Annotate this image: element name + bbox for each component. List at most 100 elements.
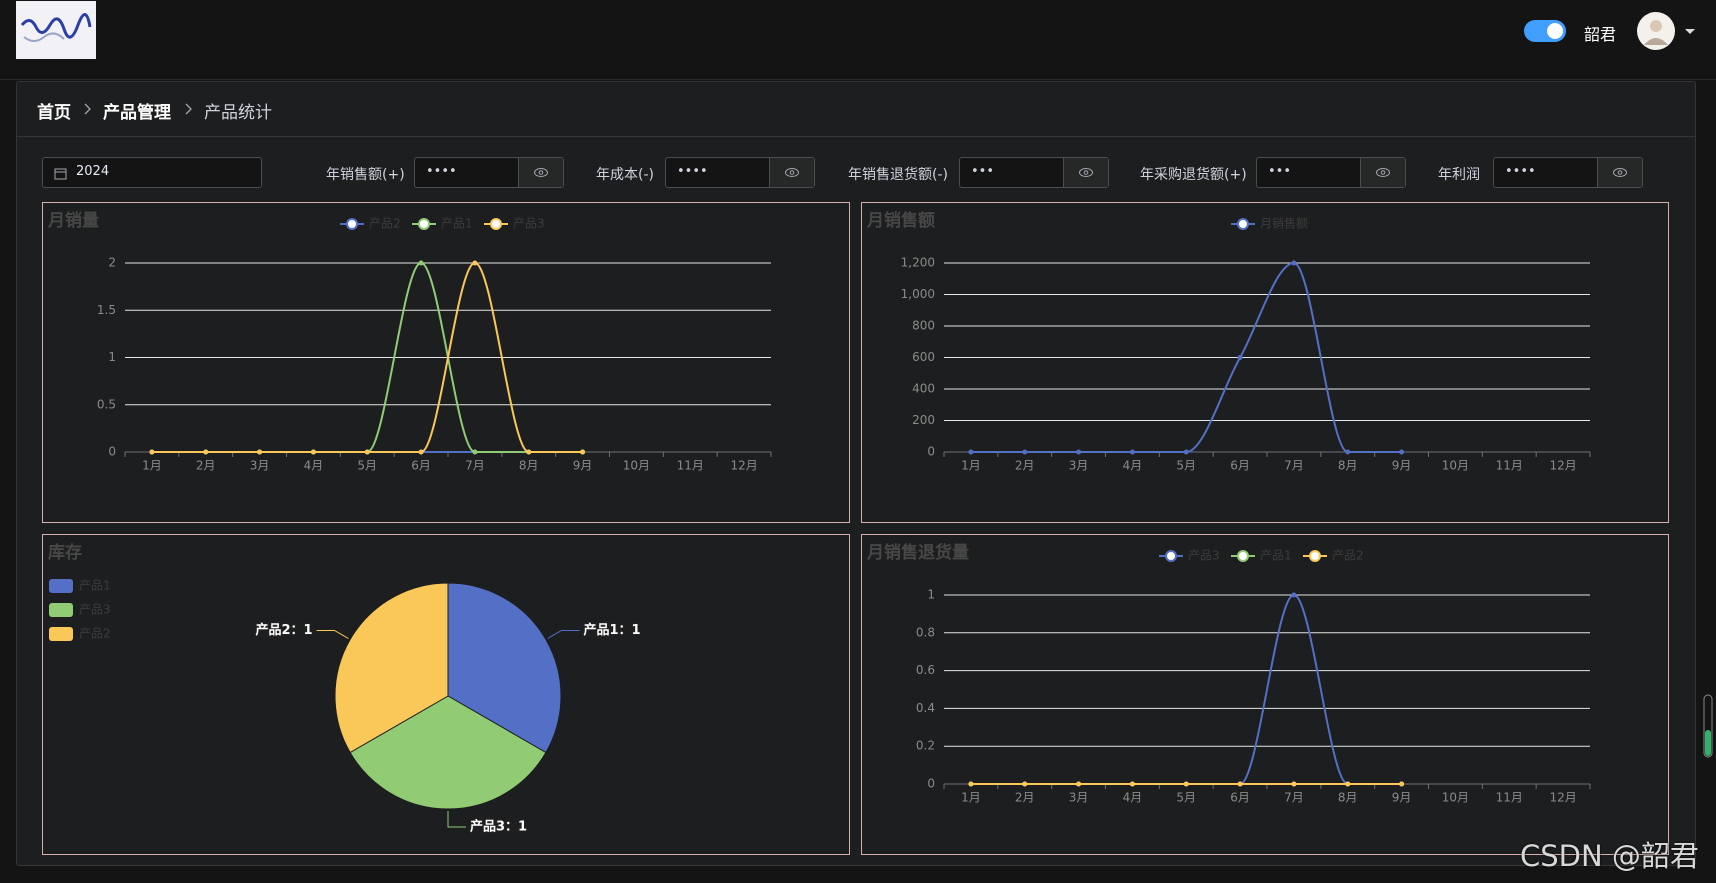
legend-label: 产品3: [79, 603, 111, 617]
password-value: ••••: [426, 164, 457, 179]
content-panel: [16, 81, 1696, 866]
legend-symbol: [49, 579, 73, 593]
data-point: [1076, 781, 1082, 787]
field-label: 年利润: [1438, 167, 1480, 183]
data-point: [1399, 781, 1405, 787]
breadcrumb-item[interactable]: 产品管理: [103, 103, 171, 123]
x-tick-label: 8月: [1338, 791, 1358, 805]
toggle-visibility[interactable]: [1063, 158, 1108, 187]
data-point: [203, 449, 209, 455]
data-point: [1237, 781, 1243, 787]
data-point: [257, 449, 263, 455]
label-line: [316, 630, 349, 639]
password-input[interactable]: ••••: [414, 157, 564, 188]
x-tick-label: 12月: [730, 459, 757, 473]
chart-title: 月销量: [47, 210, 99, 231]
y-tick-label: 0.4: [916, 701, 935, 715]
x-tick-label: 1月: [142, 459, 162, 473]
x-tick-label: 4月: [1123, 459, 1143, 473]
password-value: ••••: [1505, 164, 1536, 179]
data-point: [1237, 355, 1243, 360]
password-input[interactable]: ••••: [1493, 157, 1643, 188]
password-input[interactable]: •••: [959, 157, 1109, 188]
password-value: ••••: [677, 164, 708, 179]
toggle-visibility[interactable]: [1360, 158, 1405, 187]
y-tick-label: 400: [912, 382, 935, 396]
logo[interactable]: [16, 1, 96, 59]
x-tick-label: 11月: [677, 459, 704, 473]
x-tick-label: 11月: [1496, 791, 1523, 805]
x-tick-label: 9月: [1392, 459, 1412, 473]
field-label: 年销售额(+): [326, 167, 405, 183]
data-point: [968, 781, 974, 787]
breadcrumb-separator: [84, 103, 91, 115]
y-tick-label: 0: [927, 777, 935, 791]
data-point: [1022, 449, 1028, 455]
chart-panel: 月销售退货量 0 0.2 0.4 0.6 0.8 1 1月 2月 3月 4月 5月 6月 7月 8月 9月 10…: [861, 534, 1669, 855]
y-tick-label: 0: [927, 445, 935, 459]
theme-switch[interactable]: [1524, 20, 1566, 42]
legend-label: 月销售额: [1260, 216, 1308, 231]
password-input[interactable]: •••: [1256, 157, 1406, 188]
legend-label: 产品3: [513, 217, 545, 231]
eye-icon: [1079, 168, 1093, 177]
y-tick-label: 800: [912, 319, 935, 333]
data-point: [364, 449, 370, 455]
series-line: [970, 261, 1402, 453]
user-name[interactable]: 韶君: [1584, 25, 1617, 44]
data-point: [1076, 449, 1082, 455]
y-tick-label: 0: [108, 445, 116, 459]
y-tick-label: 1: [927, 588, 935, 602]
y-tick-label: 200: [912, 413, 935, 427]
password-input[interactable]: ••••: [665, 157, 815, 188]
chart-panel: 月销售额 0 200 400 600 800 1,000 1,200 1月 2月 3月 4月 5月 6月 7…: [861, 202, 1669, 523]
x-tick-label: 3月: [1069, 459, 1089, 473]
year-picker[interactable]: 2024: [42, 157, 262, 188]
x-tick-label: 1月: [961, 791, 981, 805]
breadcrumb-separator: [185, 103, 192, 115]
toggle-visibility[interactable]: [769, 158, 814, 187]
x-tick-label: 10月: [1442, 459, 1469, 473]
toggle-visibility[interactable]: [518, 158, 563, 187]
x-tick-label: 5月: [357, 459, 377, 473]
legend-symbol: [490, 218, 502, 230]
x-tick-label: 5月: [1176, 459, 1196, 473]
data-point: [1345, 449, 1351, 455]
data-point: [418, 449, 424, 455]
avatar-menu[interactable]: [1636, 11, 1700, 53]
legend-symbol: [49, 627, 73, 641]
x-tick-label: 9月: [573, 459, 593, 473]
x-tick-label: 4月: [1123, 791, 1143, 805]
scrollbar[interactable]: [1703, 694, 1713, 758]
data-point: [418, 260, 424, 266]
y-tick-label: 1,000: [901, 287, 935, 301]
data-point: [472, 260, 478, 266]
x-tick-label: 8月: [519, 459, 539, 473]
x-tick-label: 12月: [1549, 791, 1576, 805]
breadcrumb-item[interactable]: 首页: [37, 103, 71, 123]
eye-icon: [785, 168, 799, 177]
data-point: [149, 449, 155, 455]
x-tick-label: 12月: [1549, 459, 1576, 473]
year-value: 2024: [76, 164, 110, 179]
toggle-visibility[interactable]: [1597, 158, 1642, 187]
pie-label: 产品2：1: [255, 622, 312, 638]
y-tick-label: 0.2: [916, 739, 935, 753]
data-point: [1129, 449, 1135, 455]
chart-title: 月销售额: [866, 210, 935, 231]
x-tick-label: 7月: [1284, 791, 1304, 805]
legend-label: 产品1: [1260, 549, 1292, 563]
data-point: [580, 449, 586, 455]
y-tick-label: 1: [108, 350, 116, 364]
series-line: [970, 593, 1402, 785]
y-tick-label: 1.5: [97, 303, 116, 317]
data-point: [968, 449, 974, 455]
legend-symbol: [1165, 550, 1177, 562]
legend-label: 产品1: [79, 579, 111, 593]
y-tick-label: 2: [108, 256, 116, 270]
legend-symbol: [346, 218, 358, 230]
eye-icon: [1613, 168, 1627, 177]
